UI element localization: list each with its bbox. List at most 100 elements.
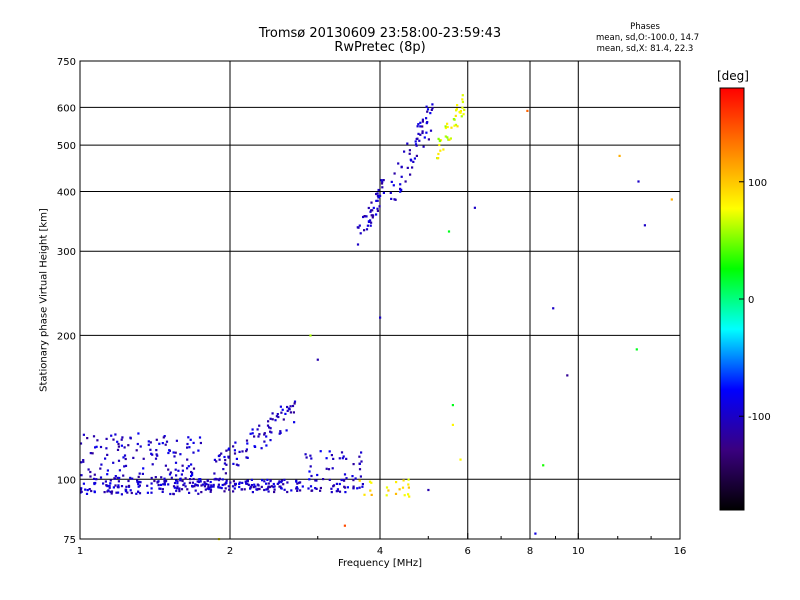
colorbar-tick-label: 0 (748, 295, 754, 306)
data-point (189, 478, 192, 481)
data-point (162, 436, 165, 439)
data-point (163, 483, 166, 486)
data-point (228, 488, 231, 491)
data-point (450, 126, 453, 129)
data-point (368, 480, 372, 483)
data-point (159, 483, 162, 486)
data-point (332, 457, 335, 460)
data-point (155, 438, 158, 441)
data-point (276, 482, 279, 485)
data-point (381, 180, 384, 184)
data-point (255, 488, 258, 491)
data-point (267, 486, 270, 489)
data-point (421, 130, 424, 133)
data-point (165, 440, 169, 443)
data-point (274, 419, 277, 422)
data-point (338, 482, 341, 486)
data-point (359, 232, 362, 235)
data-point (224, 487, 227, 490)
data-point (246, 442, 249, 445)
data-point (369, 219, 372, 222)
data-point (117, 480, 120, 483)
data-point (114, 433, 117, 436)
data-point (232, 490, 235, 493)
data-point (79, 488, 82, 491)
data-point (155, 453, 158, 456)
data-point (436, 157, 440, 160)
data-point (106, 469, 109, 472)
data-point (367, 220, 370, 223)
data-point (192, 467, 196, 470)
data-point (463, 108, 466, 111)
data-point (411, 166, 414, 169)
data-point (250, 484, 253, 487)
data-point (265, 488, 268, 491)
x-tick-label: 1 (77, 546, 83, 557)
data-point (286, 490, 289, 494)
data-point (161, 488, 164, 491)
data-point (175, 474, 178, 477)
data-point (456, 125, 459, 128)
data-point (340, 451, 344, 454)
data-point (109, 479, 112, 482)
data-point (461, 94, 464, 97)
data-point (95, 445, 98, 448)
data-point (116, 476, 119, 479)
data-point (257, 435, 260, 438)
data-point (309, 465, 312, 468)
data-point (380, 179, 383, 182)
data-point (173, 481, 177, 485)
data-point (268, 485, 272, 489)
data-point (369, 210, 372, 213)
data-point (120, 485, 124, 488)
data-point (199, 441, 202, 445)
data-point (406, 142, 409, 145)
data-point (84, 488, 87, 491)
data-point (460, 115, 463, 118)
stats-line-o: mean, sd,O:-100.0, 14.7 (596, 33, 700, 43)
data-point (104, 480, 107, 483)
data-point (268, 426, 271, 429)
data-point (245, 456, 248, 459)
y-tick-label: 400 (57, 187, 76, 198)
data-point (265, 444, 268, 447)
data-point (426, 108, 430, 111)
data-point (147, 440, 150, 443)
data-point (246, 456, 249, 459)
data-point (225, 481, 228, 484)
data-point (322, 478, 325, 481)
data-point (455, 108, 458, 111)
data-point (566, 374, 569, 377)
x-tick-label: 8 (527, 546, 533, 557)
data-point (379, 316, 382, 319)
data-point (186, 442, 189, 446)
data-point (191, 484, 194, 488)
data-point (282, 418, 285, 421)
data-point (643, 224, 646, 227)
data-point (176, 482, 179, 485)
data-point (290, 489, 293, 492)
data-point (186, 446, 189, 449)
data-point (409, 173, 412, 176)
data-point (154, 457, 158, 460)
data-point (370, 493, 373, 496)
data-point (105, 437, 108, 440)
data-point (438, 139, 441, 143)
data-point (352, 487, 355, 490)
data-point (453, 124, 456, 127)
data-point (280, 411, 283, 414)
data-point (288, 408, 291, 411)
data-point (286, 409, 289, 412)
data-point (116, 448, 120, 451)
data-point (273, 488, 276, 491)
data-point (87, 468, 90, 471)
data-point (108, 484, 111, 487)
data-point (220, 452, 223, 455)
data-point (399, 183, 402, 186)
data-point (260, 447, 263, 450)
data-point (263, 433, 266, 436)
data-point (419, 121, 422, 124)
data-point (309, 334, 312, 337)
data-point (308, 470, 311, 473)
x-axis-label: Frequency [MHz] (337, 558, 423, 569)
